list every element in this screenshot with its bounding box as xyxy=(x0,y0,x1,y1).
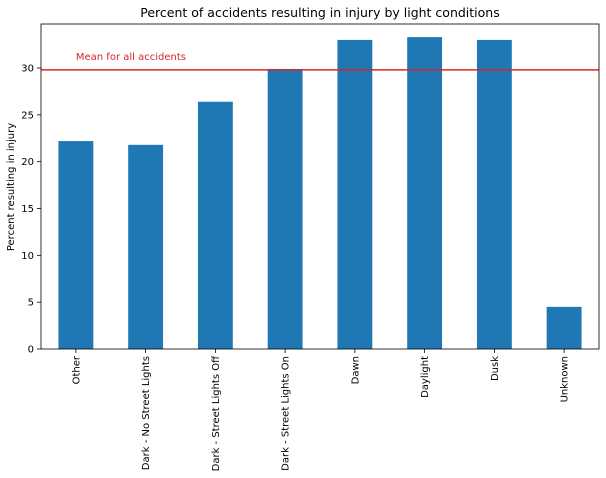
x-tick-label-7: Unknown xyxy=(560,356,571,402)
bars-group xyxy=(58,37,582,350)
y-tick-label-4: 20 xyxy=(21,157,34,168)
y-axis-label: Percent resulting in injury xyxy=(6,123,17,251)
chart-title: Percent of accidents resulting in injury… xyxy=(140,5,499,20)
bar-5 xyxy=(407,37,443,349)
bar-7 xyxy=(546,306,582,349)
y-axis: 0 5 10 15 20 25 30 xyxy=(21,64,41,356)
reference-line-group: Mean for all accidents xyxy=(41,52,599,71)
bar-4 xyxy=(337,39,373,350)
y-tick-label-5: 25 xyxy=(21,110,34,121)
bar-3 xyxy=(267,68,303,349)
bar-0 xyxy=(58,141,94,349)
bar-6 xyxy=(476,39,512,350)
x-tick-label-4: Dawn xyxy=(350,356,361,384)
y-tick-label-6: 30 xyxy=(21,64,34,75)
x-tick-label-0: Other xyxy=(71,355,82,384)
y-tick-label-2: 10 xyxy=(21,251,34,262)
x-tick-label-3: Dark - Street Lights On xyxy=(281,356,292,471)
mean-annotation: Mean for all accidents xyxy=(76,52,186,63)
y-tick-label-0: 0 xyxy=(28,345,34,356)
x-tick-label-2: Dark - Street Lights Off xyxy=(211,355,222,471)
y-tick-label-3: 15 xyxy=(21,204,34,215)
y-tick-label-1: 5 xyxy=(28,298,34,309)
x-tick-label-6: Dusk xyxy=(490,356,501,381)
x-axis: Other Dark - No Street Lights Dark - Stree… xyxy=(71,349,571,471)
bar-1 xyxy=(128,144,164,349)
bar-2 xyxy=(197,101,233,349)
x-tick-label-1: Dark - No Street Lights xyxy=(141,356,152,470)
x-tick-label-5: Daylight xyxy=(420,356,431,398)
plot-frame xyxy=(40,23,600,350)
